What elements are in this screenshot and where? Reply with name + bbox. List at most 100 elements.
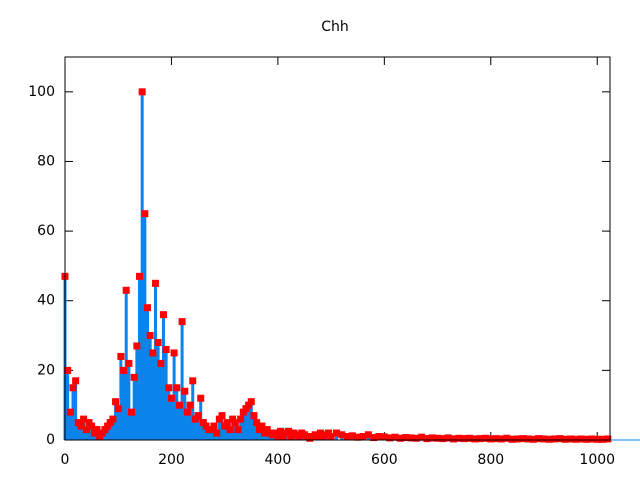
y-tick-label: 100 xyxy=(28,84,55,100)
y-tick-label: 40 xyxy=(37,293,55,309)
point xyxy=(412,434,420,442)
point xyxy=(386,434,394,442)
point xyxy=(120,366,128,374)
point xyxy=(258,422,266,430)
point xyxy=(151,279,159,287)
point xyxy=(64,366,72,374)
point xyxy=(540,435,548,443)
point xyxy=(165,384,173,392)
point xyxy=(82,426,90,434)
point xyxy=(375,433,383,441)
point xyxy=(577,435,585,443)
point xyxy=(69,384,77,392)
point xyxy=(66,408,74,416)
point xyxy=(423,435,431,443)
point xyxy=(471,435,479,443)
point xyxy=(128,408,136,416)
point xyxy=(402,434,410,442)
y-tick-label: 0 xyxy=(46,432,55,448)
point xyxy=(561,435,569,443)
point xyxy=(218,412,226,420)
point xyxy=(141,210,149,218)
point xyxy=(80,415,88,423)
point xyxy=(117,352,125,360)
point xyxy=(181,387,189,395)
plot-frame xyxy=(64,56,611,441)
x-tick-label: 200 xyxy=(158,452,185,468)
point xyxy=(380,433,388,441)
point xyxy=(418,433,426,441)
point xyxy=(133,342,141,350)
point xyxy=(157,359,165,367)
point xyxy=(604,435,612,443)
point xyxy=(143,304,151,312)
point xyxy=(551,435,559,443)
x-tick-label: 1000 xyxy=(579,452,615,468)
point xyxy=(513,435,521,443)
point xyxy=(593,435,601,443)
point xyxy=(175,401,183,409)
point xyxy=(170,349,178,357)
point xyxy=(159,311,167,319)
chart-title: Chh xyxy=(321,19,349,35)
point xyxy=(189,377,197,385)
point xyxy=(556,435,564,443)
plot-area xyxy=(61,88,612,443)
point xyxy=(149,349,157,357)
point xyxy=(194,412,202,420)
point xyxy=(519,435,527,443)
x-tick-label: 0 xyxy=(61,452,70,468)
point xyxy=(497,435,505,443)
point xyxy=(343,433,351,441)
point xyxy=(125,359,133,367)
point xyxy=(210,422,218,430)
point xyxy=(359,433,367,441)
point xyxy=(109,415,117,423)
point xyxy=(247,398,255,406)
point xyxy=(231,419,239,427)
point xyxy=(332,429,340,437)
point xyxy=(434,434,442,442)
point xyxy=(492,435,500,443)
point xyxy=(93,426,101,434)
point xyxy=(88,422,96,430)
point xyxy=(173,384,181,392)
point xyxy=(146,332,154,340)
x-tick-label: 400 xyxy=(265,452,292,468)
point xyxy=(529,435,537,443)
point xyxy=(476,435,484,443)
point xyxy=(213,429,221,437)
point xyxy=(197,394,205,402)
point xyxy=(274,433,282,441)
point xyxy=(72,377,80,385)
point xyxy=(114,405,122,413)
point xyxy=(391,433,399,441)
point xyxy=(122,286,130,294)
point xyxy=(223,419,231,427)
point xyxy=(253,419,261,427)
point xyxy=(338,431,346,439)
y-tick-label: 20 xyxy=(37,362,55,378)
point xyxy=(465,434,473,442)
point xyxy=(545,435,553,443)
x-tick-label: 800 xyxy=(477,452,504,468)
point xyxy=(183,408,191,416)
x-tick-label: 600 xyxy=(371,452,398,468)
point xyxy=(77,422,85,430)
point xyxy=(481,434,489,442)
point xyxy=(237,415,245,423)
point xyxy=(162,345,170,353)
point xyxy=(136,272,144,280)
y-tick-label: 80 xyxy=(37,153,55,169)
point xyxy=(130,373,138,381)
y-tick-label: 60 xyxy=(37,223,55,239)
point xyxy=(354,433,362,441)
point xyxy=(567,435,575,443)
point xyxy=(154,339,162,347)
point xyxy=(503,434,511,442)
point xyxy=(285,427,293,435)
